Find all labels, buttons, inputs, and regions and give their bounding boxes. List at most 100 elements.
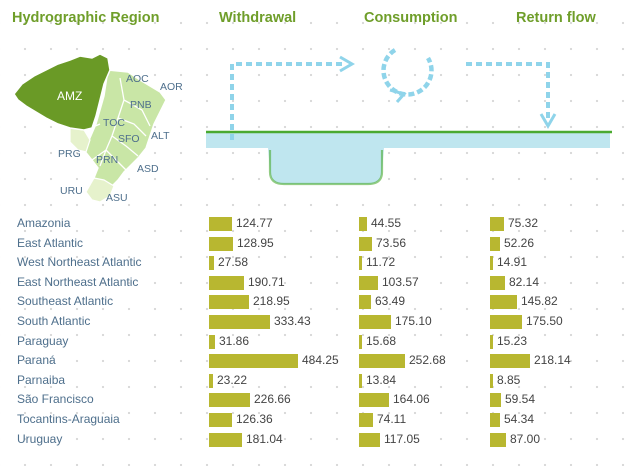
bar-withdrawal-southeast-atlantic <box>209 295 249 309</box>
row-label-parana: Paraná <box>17 353 56 367</box>
value-consumption-parnaiba: 13.84 <box>366 373 397 387</box>
bar-withdrawal-uruguay <box>209 433 242 447</box>
map-label-asu: ASU <box>106 192 128 204</box>
brazil-map: AMZ AOC AOR PNB TOC SFO ALT PRG PRN ASD … <box>13 53 183 204</box>
bar-return-flow-sao-francisco <box>490 393 501 407</box>
value-consumption-tocantins-araguaia: 74.11 <box>377 412 407 426</box>
value-withdrawal-tocantins-araguaia: 126.36 <box>236 412 273 426</box>
bar-return-flow-amazonia <box>490 217 504 231</box>
bar-withdrawal-south-atlantic <box>209 315 270 329</box>
bar-consumption-east-atlantic <box>359 237 372 251</box>
row-label-paraguay: Paraguay <box>17 334 69 348</box>
value-return-flow-parnaiba: 8.85 <box>497 373 521 387</box>
map-south-regions <box>85 177 115 203</box>
value-withdrawal-east-northeast-atlantic: 190.71 <box>248 275 285 289</box>
river-illustration <box>206 130 612 186</box>
row-label-southeast-atlantic: Southeast Atlantic <box>17 294 114 308</box>
bar-withdrawal-east-atlantic <box>209 237 233 251</box>
value-withdrawal-uruguay: 181.04 <box>246 432 283 446</box>
river-bed-line <box>268 150 384 186</box>
bar-withdrawal-west-northeast-atlantic <box>209 256 214 270</box>
map-label-pnb: PNB <box>130 99 152 111</box>
value-consumption-parana: 252.68 <box>409 353 446 367</box>
bar-withdrawal-paraguay <box>209 335 215 349</box>
value-return-flow-south-atlantic: 175.50 <box>526 314 563 328</box>
value-withdrawal-southeast-atlantic: 218.95 <box>253 294 290 308</box>
map-label-aoc: AOC <box>126 73 149 85</box>
value-withdrawal-west-northeast-atlantic: 27.58 <box>218 255 249 269</box>
bar-withdrawal-tocantins-araguaia <box>209 413 232 427</box>
bar-return-flow-south-atlantic <box>490 315 522 329</box>
map-label-alt: ALT <box>151 130 170 142</box>
value-consumption-amazonia: 44.55 <box>371 216 402 230</box>
bar-consumption-tocantins-araguaia <box>359 413 373 427</box>
row-label-west-northeast-atlantic: West Northeast Atlantic <box>17 255 142 269</box>
value-return-flow-sao-francisco: 59.54 <box>505 392 536 406</box>
bar-return-flow-parnaiba <box>490 374 493 388</box>
value-return-flow-tocantins-araguaia: 54.34 <box>504 412 535 426</box>
bar-return-flow-tocantins-araguaia <box>490 413 500 427</box>
value-consumption-sao-francisco: 164.06 <box>393 392 430 406</box>
bar-withdrawal-parana <box>209 354 298 368</box>
row-label-sao-francisco: São Francisco <box>17 392 94 406</box>
map-label-uru: URU <box>60 185 83 197</box>
value-withdrawal-south-atlantic: 333.43 <box>274 314 311 328</box>
map-inner-borders <box>85 77 151 171</box>
bar-return-flow-parana <box>490 354 530 368</box>
bar-consumption-south-atlantic <box>359 315 391 329</box>
row-label-tocantins-araguaia: Tocantins-Araguaia <box>17 412 120 426</box>
bar-consumption-amazonia <box>359 217 367 231</box>
value-withdrawal-paraguay: 31.86 <box>219 334 250 348</box>
bar-withdrawal-amazonia <box>209 217 232 231</box>
map-label-sfo: SFO <box>118 133 140 145</box>
value-return-flow-east-northeast-atlantic: 82.14 <box>509 275 540 289</box>
header-withdrawal: Withdrawal <box>219 10 297 26</box>
bar-consumption-sao-francisco <box>359 393 389 407</box>
map-amazon-region <box>13 53 111 131</box>
value-return-flow-east-atlantic: 52.26 <box>504 236 535 250</box>
value-consumption-uruguay: 117.05 <box>384 432 420 446</box>
map-label-toc: TOC <box>103 117 125 129</box>
map-label-asd: ASD <box>137 163 159 175</box>
value-return-flow-paraguay: 15.23 <box>497 334 528 348</box>
row-label-east-northeast-atlantic: East Northeast Atlantic <box>17 275 139 289</box>
bar-consumption-east-northeast-atlantic <box>359 276 378 290</box>
header-return-flow: Return flow <box>516 10 596 26</box>
value-return-flow-southeast-atlantic: 145.82 <box>521 294 558 308</box>
row-label-east-atlantic: East Atlantic <box>17 236 84 250</box>
row-label-amazonia: Amazonia <box>17 216 71 230</box>
bar-withdrawal-parnaiba <box>209 374 213 388</box>
value-consumption-east-northeast-atlantic: 103.57 <box>382 275 419 289</box>
row-label-south-atlantic: South Atlantic <box>17 314 91 328</box>
value-withdrawal-east-atlantic: 128.95 <box>237 236 274 250</box>
bar-return-flow-east-atlantic <box>490 237 500 251</box>
bar-consumption-paraguay <box>359 335 362 349</box>
bar-consumption-southeast-atlantic <box>359 295 371 309</box>
value-consumption-east-atlantic: 73.56 <box>376 236 407 250</box>
value-return-flow-amazonia: 75.32 <box>508 216 539 230</box>
bar-return-flow-east-northeast-atlantic <box>490 276 505 290</box>
bar-consumption-uruguay <box>359 433 380 447</box>
value-consumption-paraguay: 15.68 <box>366 334 397 348</box>
withdrawal-arrow-icon <box>230 55 355 140</box>
value-withdrawal-parana: 484.25 <box>302 353 339 367</box>
consumption-cycle-icon <box>381 48 434 103</box>
bar-return-flow-uruguay <box>490 433 506 447</box>
row-label-uruguay: Uruguay <box>17 432 63 446</box>
map-label-prg: PRG <box>58 148 81 160</box>
header-hydrographic-region: Hydrographic Region <box>12 10 160 26</box>
bar-withdrawal-east-northeast-atlantic <box>209 276 244 290</box>
bar-withdrawal-sao-francisco <box>209 393 250 407</box>
value-withdrawal-parnaiba: 23.22 <box>217 373 248 387</box>
bar-consumption-west-northeast-atlantic <box>359 256 362 270</box>
bar-return-flow-west-northeast-atlantic <box>490 256 493 270</box>
value-consumption-south-atlantic: 175.10 <box>395 314 432 328</box>
value-withdrawal-amazonia: 124.77 <box>236 216 273 230</box>
value-return-flow-parana: 218.14 <box>534 353 571 367</box>
header-consumption: Consumption <box>364 10 458 26</box>
bar-return-flow-paraguay <box>490 335 493 349</box>
value-return-flow-uruguay: 87.00 <box>510 432 541 446</box>
map-label-aor: AOR <box>160 81 183 93</box>
value-withdrawal-sao-francisco: 226.66 <box>254 392 291 406</box>
